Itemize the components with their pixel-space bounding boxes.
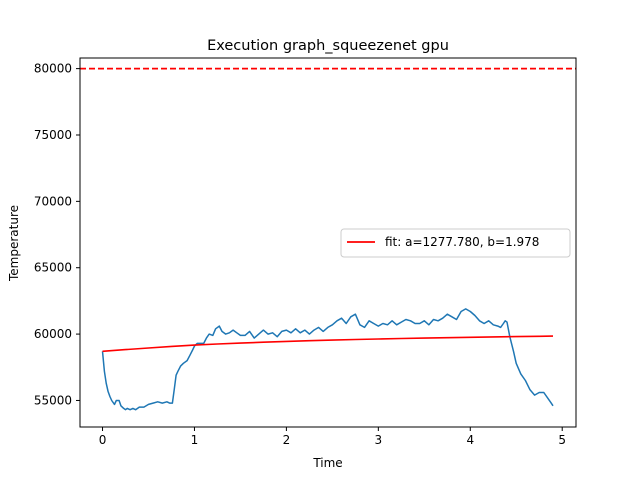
x-tick-label: 2 — [283, 433, 291, 447]
x-tick-label: 1 — [191, 433, 199, 447]
legend: fit: a=1277.780, b=1.978 — [340, 228, 571, 258]
y-tick-label: 65000 — [34, 261, 72, 275]
axis-ticks: 0 1 2 3 4 5 55000 60000 65000 70000 75000 80000 — [34, 62, 566, 447]
plot-marks — [80, 67, 576, 411]
y-tick-label: 70000 — [34, 194, 72, 208]
y-tick-label: 60000 — [34, 327, 72, 341]
legend-label-fit: fit: a=1277.780, b=1.978 — [385, 235, 539, 249]
x-tick-label: 4 — [466, 433, 474, 447]
legend-box — [340, 228, 571, 258]
y-tick-label: 80000 — [34, 62, 72, 76]
temperature-line — [101, 308, 554, 411]
y-tick-label: 75000 — [34, 128, 72, 142]
x-tick-label: 5 — [558, 433, 566, 447]
x-tick-label: 3 — [375, 433, 383, 447]
x-axis-title: Time — [312, 456, 342, 470]
x-tick-label: 0 — [99, 433, 107, 447]
fit-line — [102, 335, 554, 353]
y-axis-title: Temperature — [7, 205, 21, 282]
chart-title: Execution graph_squeezenet gpu — [207, 38, 449, 54]
y-tick-label: 55000 — [34, 393, 72, 407]
axes-frame — [79, 57, 577, 428]
